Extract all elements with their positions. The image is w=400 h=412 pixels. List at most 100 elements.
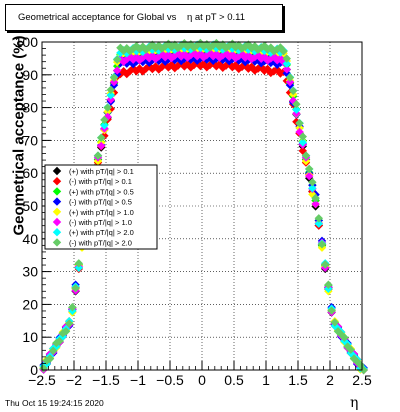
data-point bbox=[141, 50, 151, 60]
data-point bbox=[276, 43, 285, 52]
data-point bbox=[119, 46, 128, 56]
data-point bbox=[100, 121, 109, 130]
data-point bbox=[109, 73, 119, 82]
x-tick-label: 0 bbox=[198, 372, 206, 388]
data-point bbox=[308, 184, 317, 193]
data-point bbox=[279, 47, 288, 56]
data-point bbox=[221, 49, 231, 58]
data-point bbox=[285, 77, 295, 87]
data-point bbox=[157, 49, 167, 59]
data-point bbox=[305, 164, 314, 174]
data-point bbox=[173, 61, 183, 70]
x-tick-label: −1 bbox=[130, 372, 146, 388]
x-tick-label: −0.5 bbox=[156, 372, 184, 388]
y-tick-label: 30 bbox=[22, 264, 38, 280]
data-point bbox=[305, 171, 314, 181]
data-point bbox=[97, 133, 106, 142]
data-point bbox=[97, 141, 106, 151]
data-point bbox=[125, 56, 135, 66]
data-point bbox=[244, 51, 253, 60]
data-point bbox=[189, 43, 199, 52]
y-tick-label: 90 bbox=[22, 67, 38, 83]
data-point bbox=[157, 44, 167, 53]
data-point bbox=[157, 54, 167, 63]
data-point bbox=[228, 63, 237, 72]
data-point bbox=[311, 199, 320, 209]
data-point bbox=[221, 61, 231, 70]
data-point bbox=[180, 49, 189, 59]
legend-marker bbox=[52, 207, 62, 216]
legend-entry-label: (-) with pT/|q| > 1.0 bbox=[69, 218, 132, 227]
x-tick-label: 2 bbox=[326, 372, 334, 388]
data-point bbox=[311, 193, 320, 203]
data-point bbox=[42, 356, 51, 365]
x-tick-label: 1 bbox=[262, 372, 270, 388]
data-point bbox=[253, 45, 263, 55]
data-point bbox=[301, 151, 311, 160]
legend-entry-label: (-) with pT/|q| > 0.5 bbox=[69, 198, 132, 207]
data-point bbox=[113, 66, 122, 75]
x-axis-title: η bbox=[350, 395, 359, 411]
data-point bbox=[141, 45, 151, 55]
data-point bbox=[340, 333, 349, 342]
data-point bbox=[292, 100, 301, 109]
data-point bbox=[173, 53, 183, 62]
legend-marker bbox=[52, 166, 62, 176]
legend-box bbox=[44, 164, 158, 250]
data-point bbox=[141, 55, 151, 64]
data-point bbox=[141, 64, 151, 73]
data-point bbox=[125, 66, 135, 76]
legend-entry-label: (+) with pT/|q| > 0.1 bbox=[69, 167, 134, 176]
chart-title: Geometrical acceptance for Global vs η a… bbox=[18, 12, 245, 23]
data-point bbox=[173, 49, 183, 58]
data-point bbox=[292, 105, 301, 114]
data-point bbox=[317, 240, 327, 249]
data-point bbox=[106, 85, 115, 94]
data-point bbox=[327, 306, 336, 315]
legend-marker bbox=[52, 177, 62, 186]
data-point bbox=[285, 73, 295, 82]
y-tick-label: 100 bbox=[15, 34, 39, 50]
legend-entry-label: (+) with pT/|q| > 0.5 bbox=[69, 187, 134, 196]
axis-ticks: −2.5 −2 −1.5 −1 −0.5 0 0.5 1 1.5 2 2.5 0 10 20 30 40 50 6… bbox=[15, 34, 372, 388]
data-point bbox=[103, 103, 112, 112]
data-point bbox=[55, 336, 64, 346]
data-point bbox=[157, 62, 167, 72]
data-point bbox=[244, 64, 253, 73]
data-point bbox=[132, 52, 141, 62]
data-point bbox=[237, 44, 247, 53]
data-point bbox=[113, 55, 122, 64]
legend-entry-label: (+) with pT/|q| > 2.0 bbox=[69, 228, 134, 237]
legend-marker bbox=[52, 228, 62, 237]
y-tick-label: 40 bbox=[22, 231, 38, 247]
data-point bbox=[148, 40, 157, 49]
data-point bbox=[45, 354, 55, 363]
data-point bbox=[61, 327, 71, 336]
data-point bbox=[100, 115, 109, 125]
data-point bbox=[212, 62, 221, 71]
data-point bbox=[205, 48, 215, 58]
data-point bbox=[237, 49, 247, 59]
y-tick-label: 70 bbox=[22, 132, 38, 148]
data-point bbox=[109, 77, 119, 87]
data-point bbox=[58, 329, 67, 338]
data-point bbox=[173, 43, 183, 53]
data-point bbox=[74, 259, 83, 268]
data-point bbox=[65, 319, 74, 328]
x-tick-label: −1.5 bbox=[92, 372, 120, 388]
x-tick-label: 1.5 bbox=[288, 372, 308, 388]
data-point bbox=[74, 263, 83, 273]
data-point bbox=[314, 214, 323, 223]
legend-entry-label: (-) with pT/|q| > 0.1 bbox=[69, 177, 132, 186]
data-point bbox=[269, 47, 279, 56]
data-point bbox=[298, 146, 307, 156]
data-point bbox=[106, 104, 115, 114]
data-point bbox=[106, 95, 115, 104]
data-point bbox=[106, 90, 115, 100]
data-point bbox=[196, 38, 205, 48]
y-axis-title: Geometrical acceptance (%) bbox=[10, 35, 28, 236]
data-point bbox=[289, 86, 298, 96]
data-point bbox=[237, 62, 247, 72]
data-point bbox=[308, 178, 317, 187]
